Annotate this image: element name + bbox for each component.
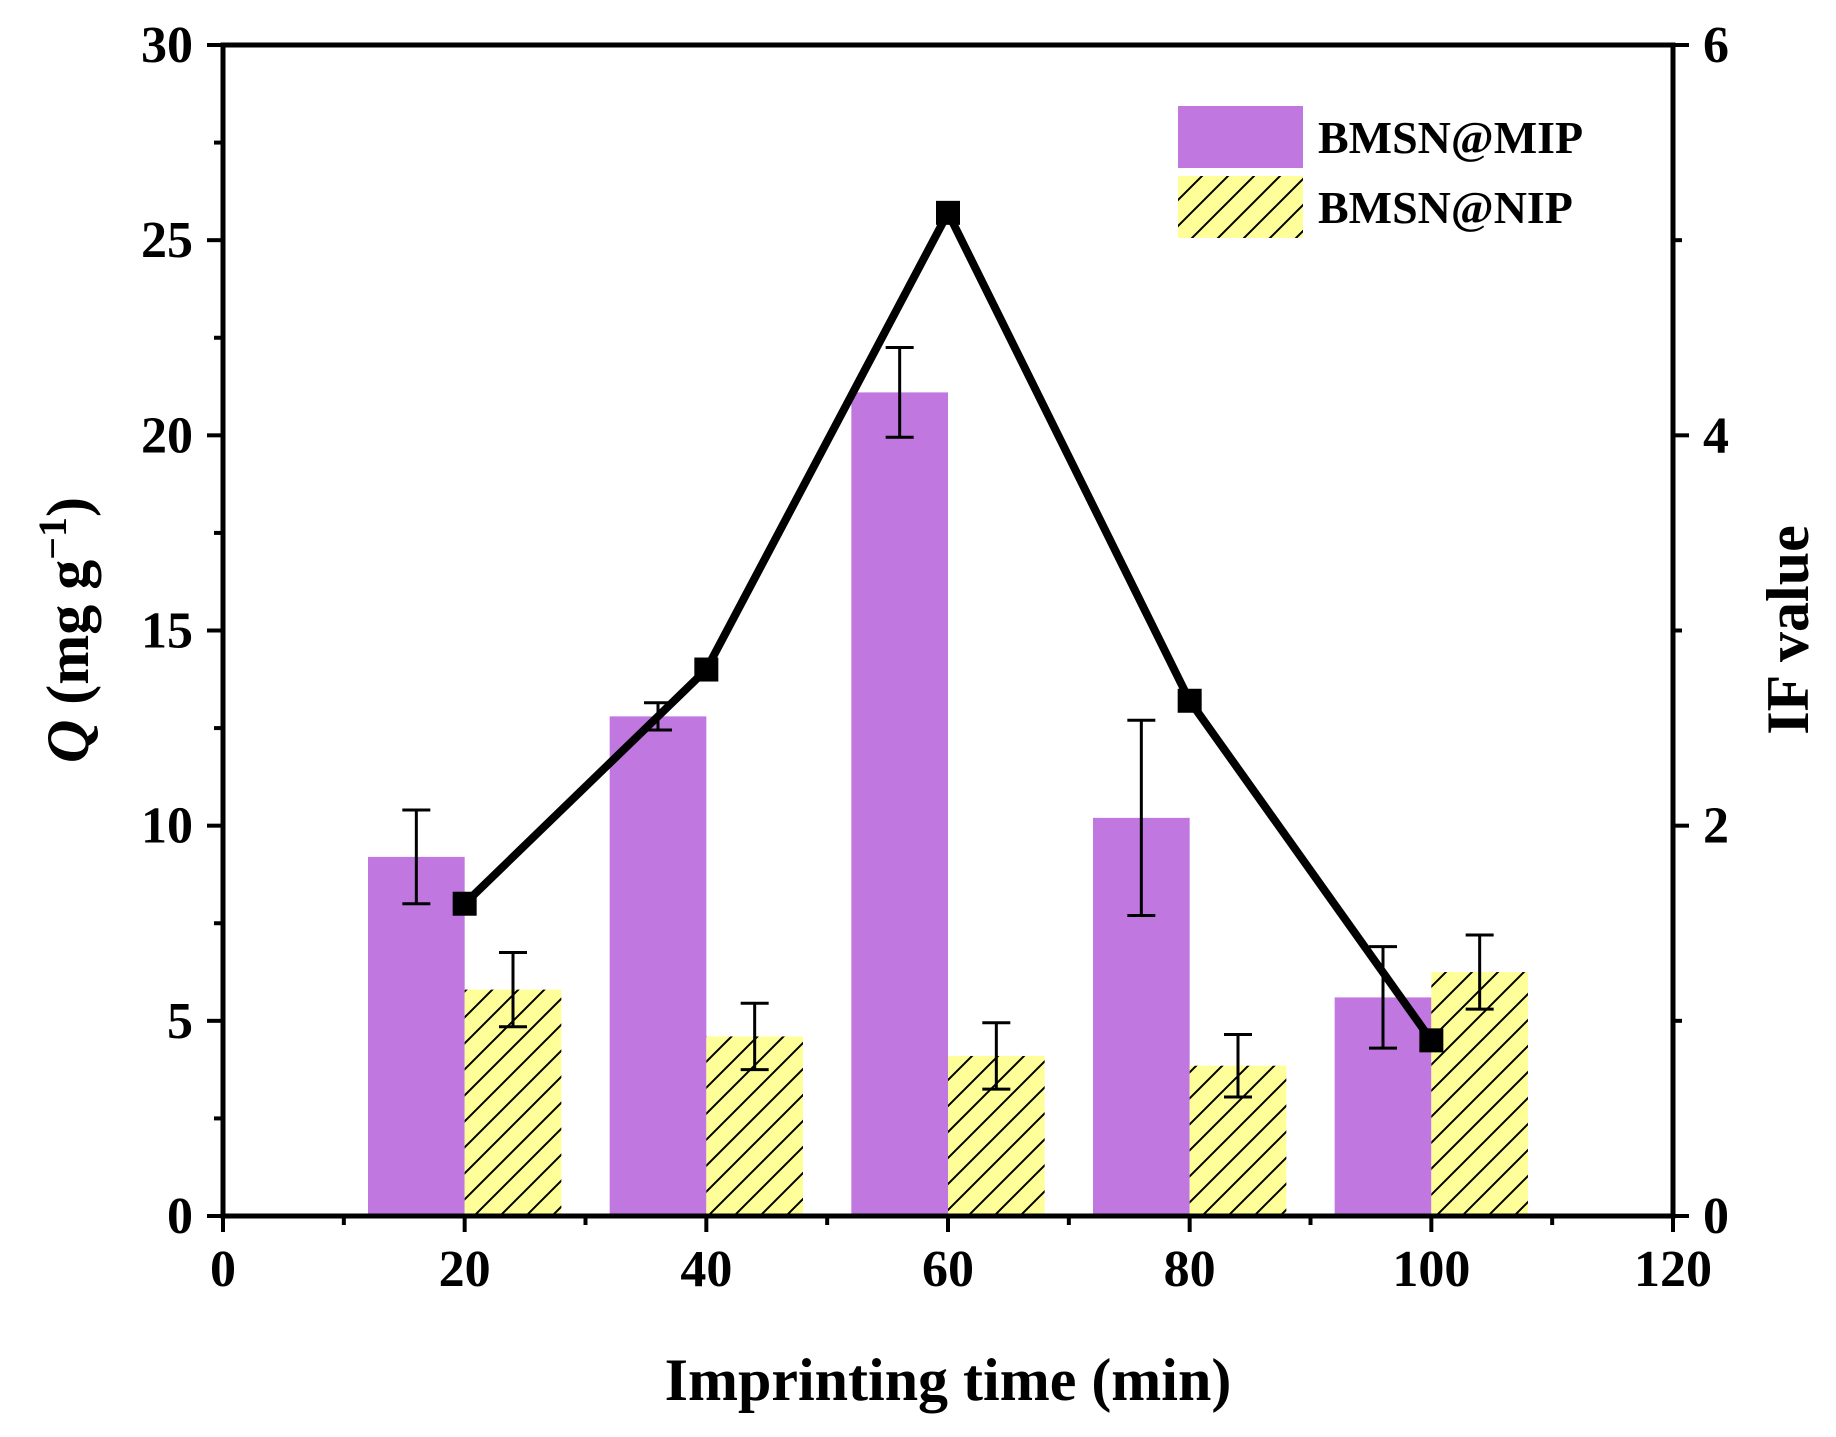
bars xyxy=(368,392,1528,1216)
errorbar-bmsn-mip-20 xyxy=(402,808,431,906)
y-left-axis-title: Q (mg g−1) xyxy=(30,497,101,763)
y-right-tick-label-0: 0 xyxy=(1703,1188,1729,1245)
y-left-tick-label-25: 25 xyxy=(141,212,193,269)
errorbar-bmsn-mip-60 xyxy=(885,346,914,439)
y-right-tick-label-2: 2 xyxy=(1703,798,1729,855)
errorbar-bmsn-nip-80 xyxy=(1224,1032,1252,1099)
legend-swatch-mip xyxy=(1178,106,1303,168)
errorbar-bmsn-nip-20 xyxy=(499,951,527,1029)
x-axis-ticks: 0 20 40 60 80 100 120 xyxy=(210,1216,1712,1298)
y-left-title-close: ) xyxy=(35,497,101,517)
y-left-tick-label-15: 15 xyxy=(141,603,193,660)
y-right-tick-label-6: 6 xyxy=(1703,17,1729,74)
y-left-title-exponent: −1 xyxy=(30,517,75,560)
legend-label-nip: BMSN@NIP xyxy=(1318,182,1573,233)
y-left-tick-label-5: 5 xyxy=(167,993,193,1050)
y-right-axis-ticks: 0 2 4 6 xyxy=(1673,17,1729,1245)
y-left-title-unit: (mg g xyxy=(35,560,101,720)
if-value-line xyxy=(452,200,1444,1053)
legend-swatch-nip xyxy=(1178,176,1303,238)
legend: BMSN@MIP BMSN@NIP xyxy=(1178,106,1583,238)
x-tick-label-0: 0 xyxy=(210,1241,236,1298)
y-left-tick-label-0: 0 xyxy=(167,1188,193,1245)
bar-bmsn-mip-60 xyxy=(851,392,948,1216)
y-left-tick-label-10: 10 xyxy=(141,798,193,855)
y-right-tick-label-4: 4 xyxy=(1703,407,1729,464)
x-tick-label-20: 20 xyxy=(439,1241,491,1298)
if-marker-40 xyxy=(694,657,719,682)
bar-bmsn-mip-40 xyxy=(609,716,707,1216)
if-marker-80 xyxy=(1177,688,1202,713)
x-tick-label-60: 60 xyxy=(922,1241,974,1298)
x-tick-label-40: 40 xyxy=(680,1241,732,1298)
y-left-tick-label-30: 30 xyxy=(141,17,193,74)
x-tick-label-120: 120 xyxy=(1634,1241,1712,1298)
if-marker-20 xyxy=(452,891,477,916)
errorbar-bmsn-nip-60 xyxy=(982,1021,1011,1091)
bar-bmsn-mip-20 xyxy=(368,856,465,1216)
if-marker-60 xyxy=(936,200,960,225)
legend-label-mip: BMSN@MIP xyxy=(1318,112,1583,163)
y-left-axis-ticks: 0 5 10 15 20 25 30 xyxy=(141,17,223,1245)
errorbar-bmsn-mip-100 xyxy=(1369,945,1397,1050)
y-right-axis-title: IF value xyxy=(1755,525,1821,734)
y-left-title-symbol: Q xyxy=(35,720,101,763)
errorbar-bmsn-mip-80 xyxy=(1127,718,1156,917)
if-marker-100 xyxy=(1419,1028,1444,1053)
x-tick-label-100: 100 xyxy=(1392,1241,1470,1298)
errorbar-bmsn-nip-100 xyxy=(1465,933,1494,1011)
y-left-tick-label-20: 20 xyxy=(141,407,193,464)
x-tick-label-80: 80 xyxy=(1164,1241,1216,1298)
x-axis-title: Imprinting time (min) xyxy=(665,1347,1232,1413)
bar-bmsn-nip-100 xyxy=(1431,972,1528,1216)
errorbar-bmsn-nip-40 xyxy=(740,1001,769,1072)
